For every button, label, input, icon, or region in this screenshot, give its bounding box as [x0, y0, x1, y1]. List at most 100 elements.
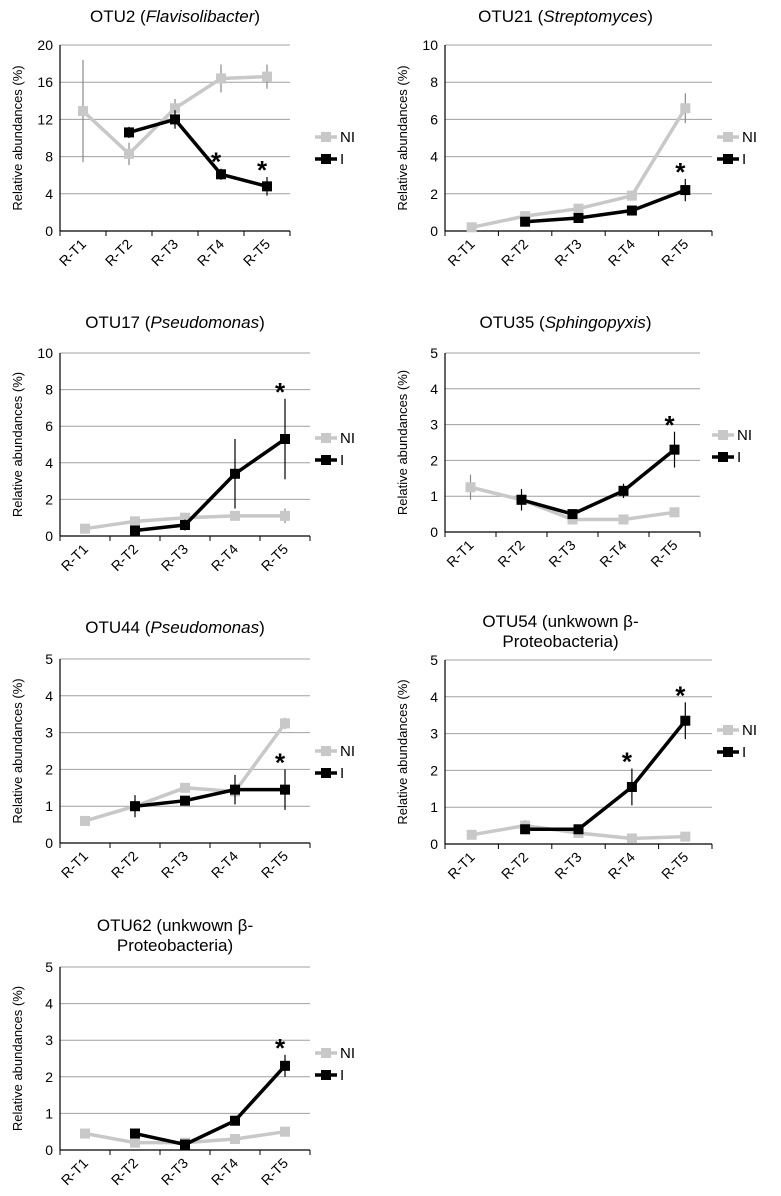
chart-title: OTU35 (Sphingopyxis) — [479, 313, 652, 332]
significance-asterisk: * — [275, 747, 286, 777]
data-point-ni — [180, 782, 190, 793]
y-tick-label: 1 — [430, 799, 438, 815]
data-point-i — [567, 509, 578, 520]
chart-panel-otu62: OTU62 (unkwown β- Proteobacteria) 0 1 2 3 4 5… — [0, 916, 390, 1191]
y-tick-label: 1 — [45, 1105, 53, 1121]
y-axis-label: Relative abundances (%) — [395, 65, 410, 210]
x-tick-label: R-T3 — [158, 1155, 191, 1188]
data-point-ni — [180, 512, 190, 523]
legend-label: NI — [340, 430, 355, 447]
data-point-i — [180, 795, 190, 806]
x-tick-label: R-T4 — [596, 537, 629, 570]
x-tick-label: R-T5 — [258, 541, 291, 574]
y-tick-label: 5 — [430, 652, 438, 668]
x-tick-label: R-T2 — [494, 537, 527, 570]
y-tick-label: 0 — [45, 528, 53, 544]
y-tick-label: 0 — [430, 524, 438, 540]
x-tick-label: R-T5 — [258, 848, 291, 881]
data-point-i — [520, 216, 531, 227]
legend-marker-i — [321, 1070, 331, 1080]
chart-panel-otu44: OTU44 (Pseudomonas) 0 1 2 3 4 5 R-T1 R-T2 R-T3 R-… — [0, 612, 390, 912]
x-tick-label: R-T3 — [148, 236, 181, 269]
series-line-i — [521, 448, 676, 516]
x-tick-label: R-T1 — [58, 848, 91, 881]
x-tick-label: R-T5 — [658, 236, 691, 269]
x-tick-label: R-T2 — [108, 541, 141, 574]
x-tick-label: R-T4 — [194, 236, 227, 269]
significance-asterisk: * — [675, 680, 686, 710]
legend-marker-ni — [321, 433, 331, 443]
data-point-i — [262, 181, 272, 192]
data-point-i — [618, 485, 629, 496]
data-point-ni — [680, 103, 691, 114]
y-tick-label: 0 — [45, 835, 53, 851]
y-tick-label: 5 — [45, 651, 53, 667]
legend-label: I — [742, 744, 746, 761]
y-tick-label: 8 — [45, 382, 53, 398]
y-tick-label: 4 — [45, 186, 53, 202]
chart-title: OTU21 (Streptomyces) — [478, 7, 653, 26]
x-tick-label: R-T5 — [658, 849, 691, 882]
y-tick-label: 20 — [37, 37, 53, 53]
chart-otu2: 0 4 8 12 16 20 R-T1 R-T2 R-T3 R-T4 R-T5 Relative ab… — [10, 37, 355, 269]
data-point-ni — [669, 507, 680, 518]
data-point-ni — [626, 833, 637, 844]
legend-label: I — [737, 449, 741, 466]
legend-marker-ni — [723, 725, 733, 735]
y-tick-label: 4 — [430, 381, 438, 397]
x-tick-label: R-T5 — [258, 1155, 291, 1188]
data-point-i — [216, 169, 226, 180]
data-point-ni — [280, 510, 290, 521]
legend-label: I — [742, 151, 746, 168]
y-tick-label: 4 — [45, 455, 53, 471]
data-point-ni — [230, 1134, 240, 1145]
y-tick-label: 4 — [45, 688, 53, 704]
series-line-i — [524, 188, 686, 224]
x-tick-label: R-T2 — [498, 236, 531, 269]
data-point-i — [626, 205, 637, 216]
series-line-i — [134, 1064, 287, 1147]
data-point-ni — [280, 1126, 290, 1137]
data-point-i — [230, 784, 240, 795]
y-tick-label: 2 — [430, 762, 438, 778]
significance-asterisk: * — [275, 1033, 286, 1063]
legend-marker-ni — [723, 132, 733, 142]
chart-title: OTU17 (Pseudomonas) — [85, 313, 265, 332]
significance-asterisk: * — [257, 155, 268, 185]
y-tick-label: 4 — [430, 689, 438, 705]
x-tick-label: R-T1 — [444, 236, 477, 269]
data-point-i — [573, 824, 584, 835]
legend-marker-ni — [321, 1048, 331, 1058]
legend-label: NI — [340, 129, 355, 146]
series-line-i — [134, 437, 286, 533]
data-point-ni — [124, 148, 134, 159]
y-tick-label: 10 — [422, 37, 438, 53]
x-tick-label: R-T1 — [444, 849, 477, 882]
x-tick-label: R-T1 — [58, 1155, 91, 1188]
data-point-i — [280, 434, 290, 445]
data-point-i — [516, 494, 527, 505]
data-point-ni — [170, 103, 180, 114]
x-tick-label: R-T3 — [158, 848, 191, 881]
chart-panel-otu17: OTU17 (Pseudomonas) 0 2 4 6 8 10 R-T1 R-T2 R-T3 R… — [0, 308, 390, 608]
x-tick-label: R-T5 — [647, 537, 680, 570]
legend-label: NI — [742, 722, 757, 739]
y-tick-label: 8 — [430, 74, 438, 90]
y-tick-label: 1 — [430, 488, 438, 504]
x-tick-label: R-T1 — [58, 541, 91, 574]
data-point-ni — [520, 211, 531, 222]
data-point-ni — [466, 222, 477, 233]
data-point-i — [180, 520, 190, 531]
y-tick-label: 3 — [45, 725, 53, 741]
y-tick-label: 1 — [45, 798, 53, 814]
x-tick-label: R-T4 — [605, 236, 638, 269]
y-axis-label: Relative abundances (%) — [10, 65, 25, 210]
y-axis-label: Relative abundances (%) — [10, 678, 25, 823]
data-point-ni — [216, 73, 226, 84]
x-tick-label: R-T1 — [443, 537, 476, 570]
data-point-i — [669, 444, 680, 455]
chart-otu17: 0 2 4 6 8 10 R-T1 R-T2 R-T3 R-T4 R-T5 Relative abun… — [10, 345, 355, 574]
x-tick-label: R-T4 — [208, 848, 241, 881]
y-tick-label: 4 — [45, 996, 53, 1012]
data-point-i — [520, 824, 531, 835]
